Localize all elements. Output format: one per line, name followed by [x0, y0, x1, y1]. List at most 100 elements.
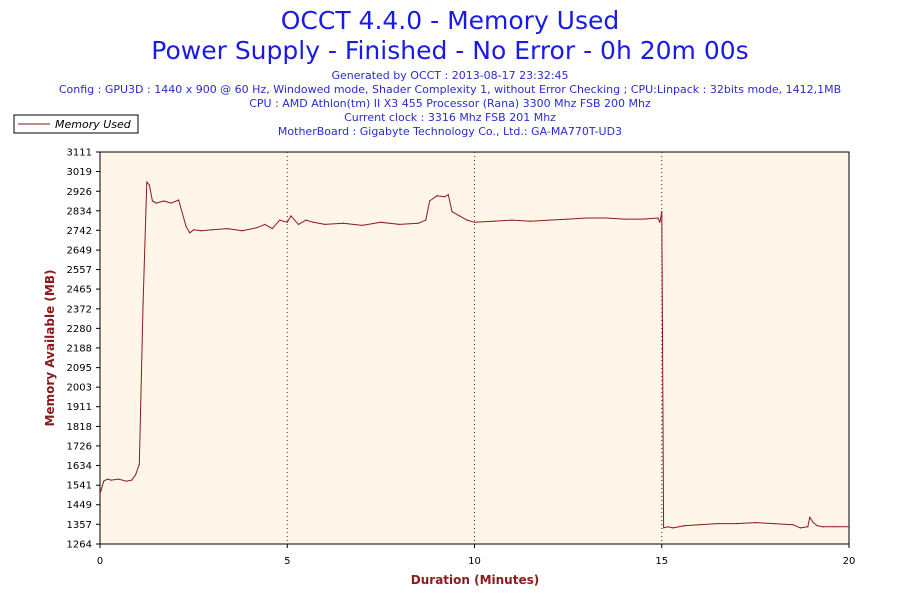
- data-point: [799, 527, 801, 529]
- data-point: [428, 200, 431, 202]
- y-axis-ticks: 1264 1357 1449 1541 1634 1726 1818 1911 2003 2095…: [67, 148, 100, 551]
- data-point: [657, 217, 659, 219]
- data-point: [200, 230, 202, 232]
- data-point: [125, 480, 127, 482]
- data-point: [163, 200, 165, 202]
- y-tick-label: 1357: [67, 520, 92, 531]
- data-point: [118, 478, 120, 480]
- data-point: [683, 525, 685, 527]
- data-point: [659, 221, 661, 223]
- x-tick-label: 5: [284, 556, 290, 567]
- data-point: [425, 219, 427, 221]
- data-point: [286, 221, 288, 223]
- generated-info: Generated by OCCT : 2013-08-17 23:32:45: [331, 69, 569, 82]
- data-point: [812, 521, 815, 524]
- data-point: [110, 479, 112, 481]
- y-tick-label: 2372: [67, 304, 92, 315]
- y-tick-label: 1541: [67, 481, 92, 492]
- data-point: [809, 516, 811, 518]
- x-axis-ticks: 0 5 10 15 20: [97, 544, 856, 567]
- data-point: [807, 526, 809, 528]
- y-axis-title: Memory Available (MB): [43, 270, 57, 427]
- data-point: [436, 195, 438, 197]
- data-point: [473, 221, 476, 223]
- data-point: [642, 218, 644, 220]
- data-point: [548, 219, 551, 221]
- legend: Memory Used: [13, 114, 139, 134]
- y-tick-label: 2742: [67, 226, 92, 237]
- y-tick-label: 2003: [67, 383, 92, 394]
- chart-title: OCCT 4.4.0 - Memory Used: [280, 6, 620, 35]
- y-tick-label: 1911: [67, 402, 92, 413]
- data-point: [530, 220, 532, 222]
- data-point: [170, 202, 172, 204]
- data-point: [754, 521, 756, 524]
- data-point: [604, 217, 607, 219]
- data-point: [99, 493, 101, 495]
- data-point: [666, 526, 668, 528]
- data-point: [148, 184, 151, 186]
- data-point: [623, 218, 625, 220]
- x-tick-label: 15: [655, 556, 668, 567]
- y-tick-label: 2834: [67, 206, 92, 217]
- clock-info: Current clock : 3316 Mhz FSB 201 Mhz: [344, 111, 556, 124]
- data-point: [193, 229, 195, 231]
- data-point: [833, 526, 835, 528]
- data-point: [816, 525, 818, 527]
- data-point: [211, 229, 213, 231]
- y-tick-label: 1818: [67, 422, 92, 433]
- series-line-memory-used: [99, 181, 849, 529]
- legend-label: Memory Used: [55, 118, 132, 131]
- data-point: [134, 474, 137, 476]
- data-point: [698, 524, 700, 526]
- data-point: [511, 219, 513, 221]
- x-axis-title: Duration (Minutes): [411, 573, 539, 587]
- y-tick-label: 1449: [67, 500, 92, 511]
- data-point: [138, 463, 140, 465]
- data-point: [312, 221, 315, 223]
- data-point: [466, 219, 468, 221]
- data-point: [447, 194, 449, 196]
- y-tick-label: 3111: [67, 148, 92, 159]
- x-tick-label: 10: [468, 556, 481, 567]
- data-point: [189, 232, 191, 234]
- data-point: [241, 230, 243, 232]
- data-point: [131, 479, 133, 481]
- series-group: [99, 181, 850, 529]
- data-point: [792, 524, 794, 526]
- y-tick-label: 3019: [67, 167, 92, 178]
- data-point: [146, 181, 148, 183]
- data-point: [305, 219, 307, 221]
- data-point: [492, 220, 494, 222]
- data-point: [290, 215, 292, 217]
- data-point: [663, 527, 665, 529]
- data-point: [417, 222, 419, 224]
- data-point: [586, 217, 588, 219]
- y-tick-label: 2188: [67, 343, 92, 354]
- data-point: [155, 202, 157, 204]
- data-point: [822, 526, 824, 528]
- data-point: [361, 224, 363, 227]
- y-tick-label: 2280: [67, 324, 92, 335]
- data-point: [103, 480, 105, 482]
- legend-box: [13, 114, 139, 134]
- x-tick-label: 20: [843, 556, 856, 567]
- motherboard-info: MotherBoard : Gigabyte Technology Co., L…: [277, 125, 623, 138]
- y-tick-label: 2557: [67, 265, 92, 276]
- data-point: [567, 218, 569, 220]
- data-point: [264, 223, 266, 225]
- data-point: [271, 228, 273, 230]
- config-info: Config : GPU3D : 1440 x 900 @ 60 Hz, Win…: [58, 83, 842, 96]
- chart-subtitle: Power Supply - Finished - No Error - 0h …: [151, 36, 749, 65]
- data-point: [773, 523, 775, 525]
- data-point: [185, 225, 187, 228]
- x-tick-label: 0: [97, 556, 103, 567]
- data-point: [458, 215, 461, 217]
- data-point: [142, 302, 144, 304]
- data-point: [342, 222, 345, 224]
- data-point: [106, 478, 109, 480]
- data-point: [672, 527, 674, 529]
- data-point: [451, 211, 453, 213]
- y-tick-label: 1264: [67, 540, 92, 551]
- data-point: [661, 211, 663, 213]
